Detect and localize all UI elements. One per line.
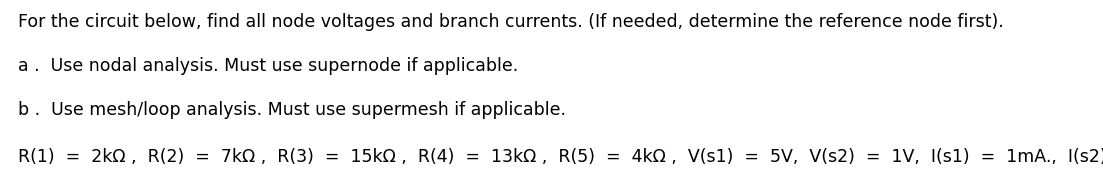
Text: For the circuit below, find all node voltages and branch currents. (If needed, d: For the circuit below, find all node vol… [18,13,1004,31]
Text: a .  Use nodal analysis. Must use supernode if applicable.: a . Use nodal analysis. Must use superno… [18,57,518,75]
Text: b .  Use mesh/loop analysis. Must use supermesh if applicable.: b . Use mesh/loop analysis. Must use sup… [18,101,566,119]
Text: R(1)  =  2kΩ ,  R(2)  =  7kΩ ,  R(3)  =  15kΩ ,  R(4)  =  13kΩ ,  R(5)  =  4kΩ ,: R(1) = 2kΩ , R(2) = 7kΩ , R(3) = 15kΩ , … [18,148,1103,166]
